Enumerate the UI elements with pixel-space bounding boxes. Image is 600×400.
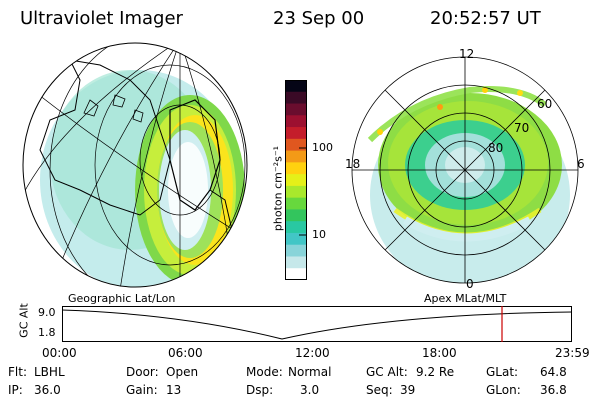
right-panel-label: Apex MLat/MLT bbox=[424, 292, 507, 305]
colorbar-stripe bbox=[285, 138, 307, 152]
lat-lon-grid bbox=[23, 43, 247, 287]
polar-grid bbox=[351, 56, 579, 284]
colorbar-stripe bbox=[285, 91, 307, 105]
gc-alt-label: GC Alt: bbox=[366, 365, 408, 379]
seq-value: 39 bbox=[400, 383, 416, 397]
timeline-xtick-0000: 00:00 bbox=[42, 346, 77, 360]
timeline-ytick-1-8: 1.8 bbox=[38, 326, 56, 339]
glat-value: 64.8 bbox=[540, 365, 567, 379]
timeline-ylabel: GC Alt bbox=[17, 303, 31, 338]
left-panel-label: Geographic Lat/Lon bbox=[68, 292, 176, 305]
glat-label: GLat: bbox=[486, 365, 519, 379]
colorbar-stripe bbox=[285, 185, 307, 199]
timeline-xtick-0600: 06:00 bbox=[168, 346, 203, 360]
oval-dayside-edge bbox=[367, 86, 547, 143]
timeline-xtick-1800: 18:00 bbox=[422, 346, 457, 360]
mlt-label-12: 12 bbox=[459, 47, 475, 61]
magnetic-polar-map bbox=[351, 56, 579, 284]
mlt-label-0: 0 bbox=[466, 277, 474, 291]
header-time: 20:52:57 UT bbox=[430, 8, 541, 29]
arctic-islands-outline bbox=[83, 94, 144, 123]
colorbar-label: photon cm⁻²s⁻¹ bbox=[271, 145, 285, 232]
orbit-altitude-timeline bbox=[62, 306, 572, 342]
altitude-curve bbox=[62, 309, 572, 340]
filter-value: LBHL bbox=[34, 365, 65, 379]
mlt-label-6: 6 bbox=[577, 157, 585, 171]
intensity-colorbar bbox=[285, 80, 307, 280]
timeline-xtick-1200: 12:00 bbox=[295, 346, 330, 360]
glon-value: 36.8 bbox=[540, 383, 567, 397]
colorbar-stripe bbox=[285, 221, 307, 234]
timeline-xtick-2359: 23:59 bbox=[555, 346, 590, 360]
dsp-label: Dsp: bbox=[246, 383, 274, 397]
mlt-label-18: 18 bbox=[345, 157, 361, 171]
filter-label: Flt: bbox=[8, 365, 27, 379]
colorbar-stripe bbox=[285, 174, 307, 187]
seq-label: Seq: bbox=[366, 383, 393, 397]
colorbar-tick-10: 10 bbox=[312, 228, 326, 241]
mode-value: Normal bbox=[288, 365, 332, 379]
colorbar-stripe bbox=[285, 150, 307, 163]
lat-label-70: 70 bbox=[514, 121, 530, 135]
ip-label: IP: bbox=[8, 383, 23, 397]
colorbar-stripe bbox=[285, 127, 307, 140]
ip-value: 36.0 bbox=[34, 383, 61, 397]
colorbar-stripe bbox=[285, 162, 307, 175]
header-date: 23 Sep 00 bbox=[273, 8, 365, 29]
gain-value: 13 bbox=[166, 383, 182, 397]
colorbar-stripe bbox=[285, 256, 307, 269]
colorbar-stripe bbox=[285, 209, 307, 222]
colorbar-stripe bbox=[285, 268, 307, 280]
colorbar-stripe bbox=[285, 80, 307, 93]
gain-label: Gain: bbox=[126, 383, 158, 397]
colorbar-stripe bbox=[285, 232, 307, 246]
geographic-uv-map bbox=[22, 42, 248, 288]
lat-label-80: 80 bbox=[488, 141, 504, 155]
colorbar-stripe bbox=[285, 244, 307, 257]
lat-label-60: 60 bbox=[537, 97, 553, 111]
continent-outline bbox=[39, 59, 171, 216]
colorbar-stripe bbox=[285, 103, 307, 116]
page-title: Ultraviolet Imager bbox=[20, 8, 183, 29]
colorbar-stripe bbox=[285, 197, 307, 210]
door-label: Door: bbox=[126, 365, 159, 379]
colorbar-tick-100: 100 bbox=[312, 141, 333, 154]
mode-label: Mode: bbox=[246, 365, 283, 379]
colorbar-stripe bbox=[285, 115, 307, 128]
door-value: Open bbox=[166, 365, 199, 379]
gc-alt-value: 9.2 Re bbox=[416, 365, 455, 379]
dsp-value: 3.0 bbox=[300, 383, 320, 397]
glon-label: GLon: bbox=[486, 383, 521, 397]
timeline-ytick-9: 9.0 bbox=[38, 306, 56, 319]
